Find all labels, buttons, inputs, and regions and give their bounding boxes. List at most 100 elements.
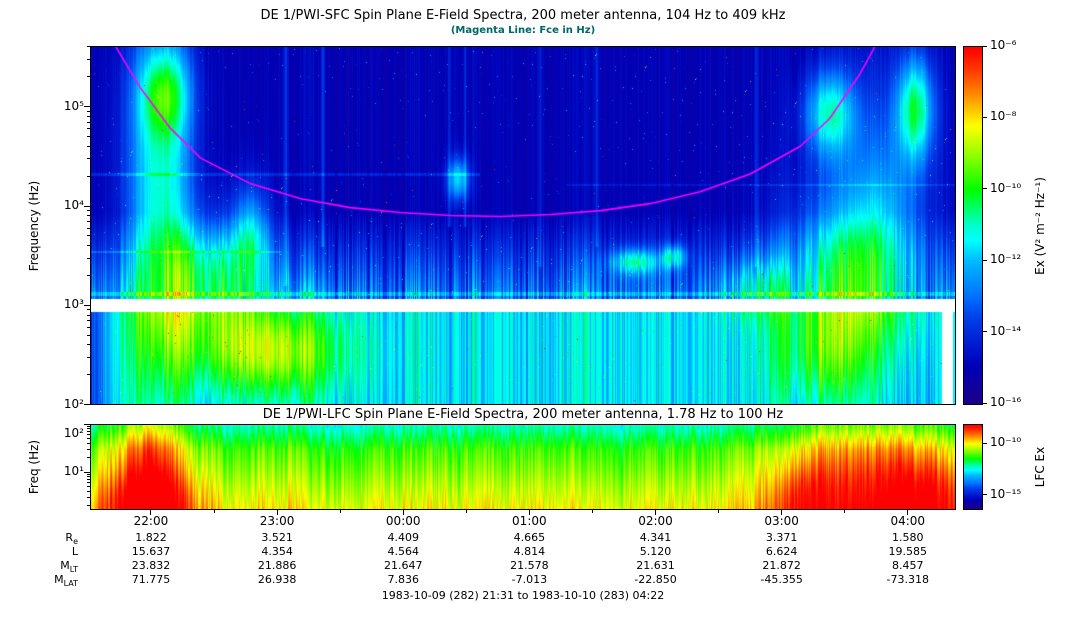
- ephemeris-value: 6.624: [765, 545, 798, 558]
- ephemeris-value: 7.836: [387, 573, 419, 586]
- x-minor-tick: [844, 510, 846, 513]
- lfc-y-minor-tick: [87, 428, 90, 430]
- sfc-y-minor-tick: [87, 121, 90, 123]
- sfc-y-minor-tick: [87, 326, 90, 328]
- sfc-y-minor-tick: [87, 344, 90, 346]
- sfc-y-tick-label: 10³: [63, 297, 84, 312]
- lfc-spectrogram-panel: [90, 424, 956, 510]
- sfc-y-axis-label: Frequency (Hz): [27, 180, 41, 272]
- lfc-y-axis-label: Freq (Hz): [27, 439, 41, 495]
- lfc-y-minor-tick: [87, 496, 90, 498]
- lfc-title: DE 1/PWI-LFC Spin Plane E-Field Spectra,…: [262, 407, 784, 422]
- lfc-y-minor-tick: [87, 478, 90, 480]
- x-tick-label: 01:00: [512, 514, 547, 528]
- x-tick-label: 00:00: [385, 514, 421, 528]
- lfc-colorbar-label: LFC Ex: [1033, 446, 1047, 488]
- sfc-colorbar-tick: [983, 402, 987, 404]
- sfc-y-minor-tick: [87, 220, 90, 222]
- sfc-colorbar-tick: [983, 188, 987, 190]
- lfc-colorbar-tick: [983, 494, 987, 496]
- sfc-colorbar-tick: [983, 331, 987, 333]
- ephemeris-value: 21.647: [383, 559, 423, 572]
- x-tick: [781, 510, 783, 515]
- ephemeris-value: 8.457: [891, 559, 924, 572]
- time-range-footer: 1983-10-09 (282) 21:31 to 1983-10-10 (28…: [381, 589, 665, 602]
- sfc-y-minor-tick: [87, 115, 90, 117]
- sfc-y-minor-tick: [87, 136, 90, 138]
- x-tick-label: 22:00: [133, 514, 169, 528]
- ephemeris-row-label: MLAT: [54, 573, 78, 589]
- lfc-y-minor-tick: [87, 425, 90, 427]
- lfc-y-minor-tick: [87, 476, 90, 478]
- ephemeris-value: 5.120: [639, 545, 672, 558]
- sfc-colorbar-tick-label: 10⁻⁶: [990, 38, 1017, 52]
- sfc-y-tick-label: 10²: [63, 396, 84, 411]
- sfc-y-minor-tick: [87, 245, 90, 247]
- ephemeris-value: -22.850: [634, 573, 677, 586]
- sfc-colorbar: [963, 46, 983, 405]
- sfc-y-minor-tick: [87, 334, 90, 336]
- sfc-y-minor-tick: [87, 235, 90, 237]
- ephemeris-value: 26.938: [257, 573, 297, 586]
- sfc-title: DE 1/PWI-SFC Spin Plane E-Field Spectra,…: [260, 8, 786, 23]
- sfc-y-minor-tick: [87, 46, 90, 48]
- x-tick: [150, 510, 152, 515]
- ephemeris-value: 4.814: [513, 545, 546, 558]
- lfc-y-minor-tick: [87, 490, 90, 492]
- x-tick-label: 02:00: [638, 514, 673, 528]
- sfc-y-minor-tick: [87, 274, 90, 276]
- sfc-colorbar-tick: [983, 116, 987, 118]
- lfc-y-minor-tick: [87, 442, 90, 444]
- sfc-y-minor-tick: [87, 128, 90, 130]
- ephemeris-value: 21.631: [636, 559, 675, 572]
- sfc-y-tick-label: 10⁴: [63, 198, 84, 213]
- sfc-spectrogram-panel: [90, 46, 956, 405]
- ephemeris-value: 4.354: [261, 545, 293, 558]
- ephemeris-value: 71.775: [131, 573, 171, 586]
- x-minor-tick: [465, 510, 467, 513]
- ephemeris-row-label: MLT: [60, 559, 78, 575]
- lfc-y-minor-tick: [87, 457, 90, 459]
- lfc-spectrogram-canvas: [91, 425, 955, 509]
- sfc-colorbar-tick-label: 10⁻¹⁴: [990, 323, 1022, 338]
- ephemeris-value: -73.318: [886, 573, 929, 586]
- ephemeris-value: 21.886: [257, 559, 297, 572]
- x-minor-tick: [213, 510, 215, 513]
- lfc-y-minor-tick: [87, 482, 90, 484]
- sfc-colorbar-tick: [983, 259, 987, 261]
- sfc-colorbar-tick: [983, 45, 987, 47]
- sfc-subtitle: (Magenta Line: Fce in Hz): [450, 25, 596, 36]
- x-tick: [528, 510, 530, 515]
- x-tick: [276, 510, 278, 515]
- sfc-y-minor-tick: [87, 215, 90, 217]
- x-minor-tick: [591, 510, 593, 513]
- x-minor-tick: [718, 510, 720, 513]
- sfc-colorbar-tick-label: 10⁻¹⁶: [990, 395, 1022, 409]
- sfc-y-minor-tick: [87, 320, 90, 322]
- sfc-colorbar-tick-label: 10⁻⁸: [990, 109, 1017, 124]
- lfc-y-minor-tick: [87, 473, 90, 475]
- sfc-y-minor-tick: [87, 210, 90, 212]
- lfc-y-tick: [84, 423, 90, 425]
- sfc-y-minor-tick: [87, 110, 90, 112]
- x-tick: [654, 510, 656, 515]
- x-tick: [907, 510, 909, 515]
- sfc-y-tick: [84, 404, 90, 406]
- ephemeris-value: -7.013: [511, 573, 548, 586]
- sfc-y-minor-tick: [87, 374, 90, 376]
- sfc-y-tick: [84, 106, 90, 108]
- sfc-y-minor-tick: [87, 227, 90, 229]
- ephemeris-value: 1.580: [891, 531, 924, 544]
- lfc-colorbar-tick-label: 10⁻¹⁵: [990, 486, 1022, 501]
- sfc-y-tick-label: 10⁵: [63, 98, 84, 113]
- ephemeris-value: 4.665: [513, 531, 546, 544]
- sfc-y-minor-tick: [87, 314, 90, 316]
- lfc-y-minor-tick: [87, 434, 90, 436]
- sfc-colorbar-tick-label: 10⁻¹⁰: [990, 180, 1022, 195]
- lfc-y-tick-label: 10²: [63, 426, 84, 440]
- lfc-y-tick: [84, 471, 90, 473]
- ephemeris-value: 3.521: [261, 531, 293, 544]
- ephemeris-value: 21.872: [762, 559, 801, 572]
- ephemeris-value: -45.355: [760, 573, 803, 586]
- ephemeris-value: 19.585: [888, 545, 927, 558]
